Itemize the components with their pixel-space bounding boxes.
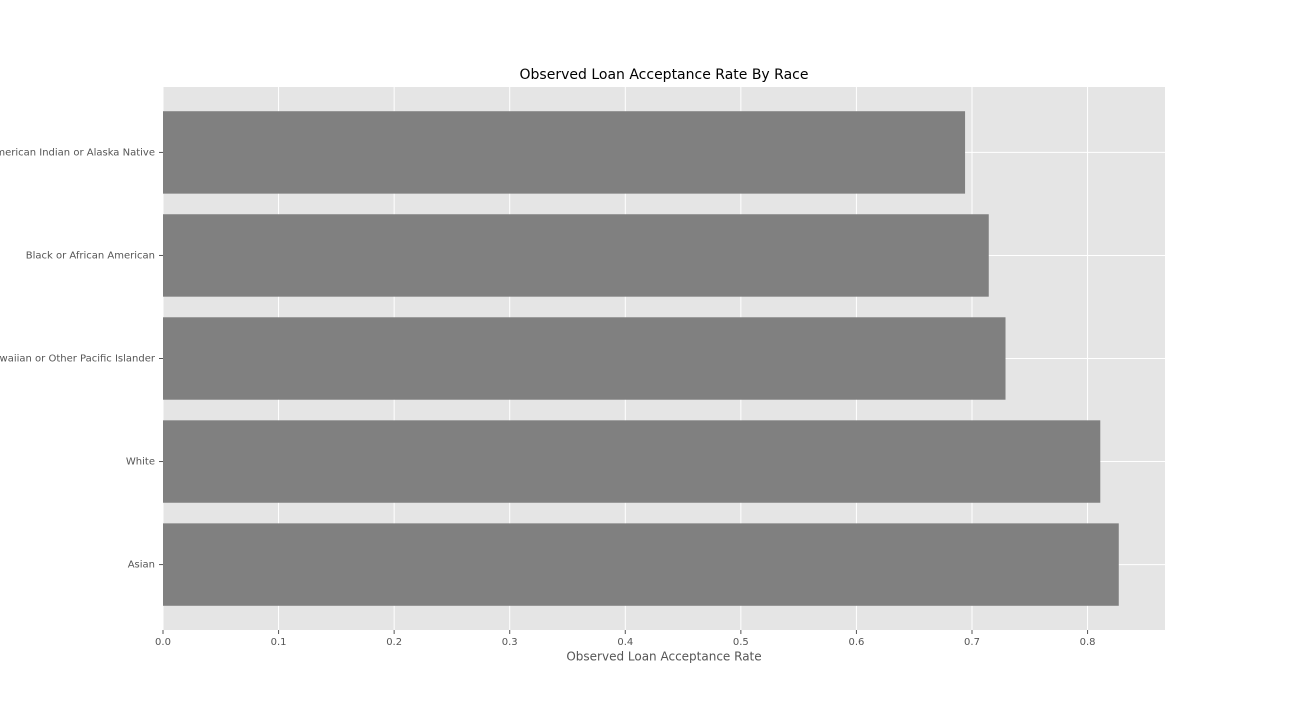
x-tick-label: 0.4: [617, 637, 633, 648]
x-tick-label: 0.5: [733, 637, 749, 648]
bar: [163, 523, 1119, 606]
y-tick-label: Asian: [128, 560, 155, 571]
x-tick-label: 0.8: [1080, 637, 1096, 648]
bar: [163, 420, 1101, 503]
y-tick-label: Black or African American: [26, 250, 155, 261]
y-tick-label: Native Hawaiian or Other Pacific Islande…: [0, 354, 156, 365]
x-tick-label: 0.2: [386, 637, 402, 648]
bar: [163, 214, 989, 297]
x-tick-label: 0.6: [848, 637, 864, 648]
x-tick-label: 0.7: [964, 637, 980, 648]
y-tick-label: White: [126, 457, 155, 468]
x-axis-label: Observed Loan Acceptance Rate: [566, 650, 761, 664]
y-tick-label: American Indian or Alaska Native: [0, 147, 155, 158]
bar: [163, 111, 966, 194]
x-tick-label: 0.3: [502, 637, 518, 648]
x-tick-label: 0.1: [271, 637, 287, 648]
bar: [163, 317, 1006, 400]
x-tick-label: 0.0: [155, 637, 171, 648]
chart-title: Observed Loan Acceptance Rate By Race: [520, 67, 809, 83]
